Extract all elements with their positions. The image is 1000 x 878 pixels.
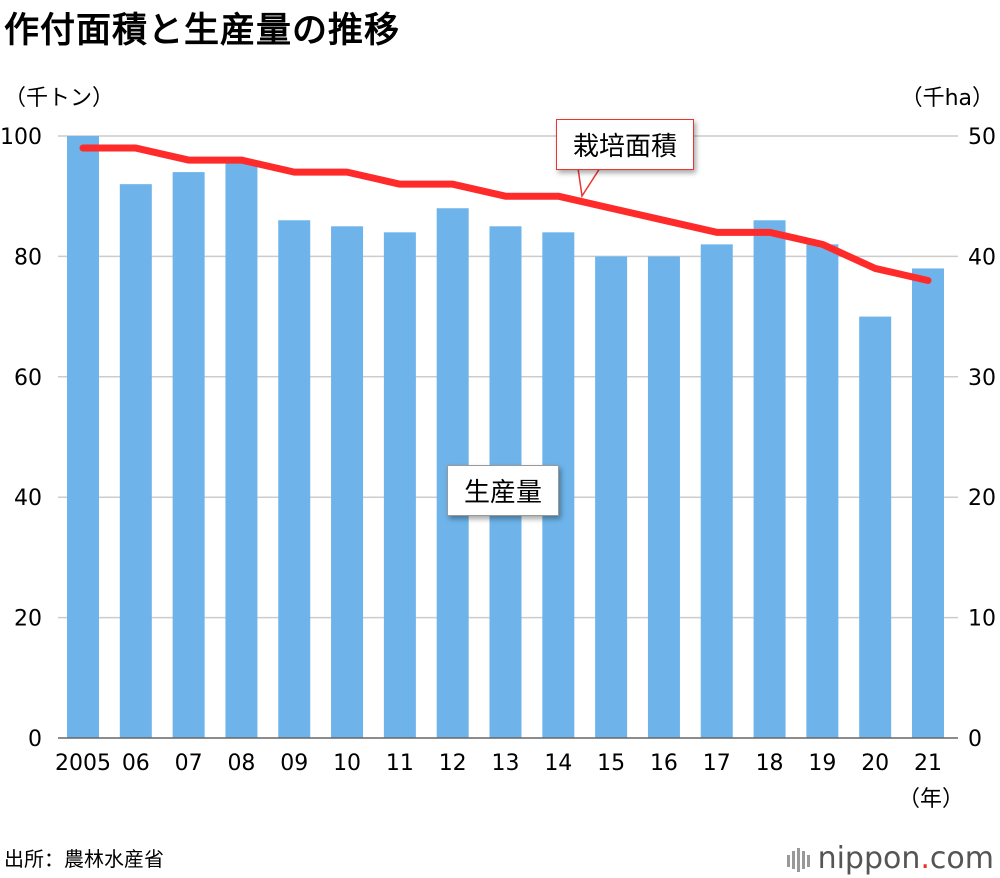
- x-tick-label: 12: [439, 751, 467, 776]
- left-tick-label: 40: [14, 486, 42, 511]
- right-tick-label: 0: [968, 727, 982, 752]
- production-bar: [647, 256, 680, 738]
- x-tick-label: 15: [597, 751, 625, 776]
- area-point: [821, 243, 824, 246]
- left-tick-label: 60: [14, 366, 42, 391]
- x-tick-label: 11: [386, 751, 414, 776]
- right-tick-label: 40: [968, 245, 996, 270]
- left-tick-label: 80: [14, 245, 42, 270]
- right-tick-label: 50: [968, 125, 996, 150]
- x-tick-label: 08: [227, 751, 255, 776]
- production-bar: [172, 172, 205, 738]
- left-tick-label: 0: [28, 727, 42, 752]
- production-bar: [700, 244, 733, 739]
- x-axis-unit: （年）: [898, 787, 965, 812]
- area-point: [557, 195, 560, 198]
- chart-title: 作付面積と生産量の推移: [4, 11, 401, 51]
- left-axis-unit: （千トン）: [4, 86, 115, 111]
- area-callout-pointer: [577, 167, 602, 199]
- area-point: [293, 171, 296, 174]
- brand-tld: com: [929, 841, 994, 876]
- x-tick-label: 21: [914, 751, 942, 776]
- x-tick-label: 2005: [55, 751, 111, 776]
- source-note: 出所：農林水産省: [4, 847, 164, 871]
- right-axis-unit: （千ha）: [900, 86, 994, 111]
- left-tick-label: 100: [0, 125, 42, 150]
- brand-dot: .: [920, 841, 930, 876]
- area-point: [346, 171, 349, 174]
- area-annotation: 栽培面積: [556, 119, 695, 170]
- area-point: [715, 231, 718, 234]
- x-tick-label: 17: [703, 751, 731, 776]
- x-tick-label: 09: [280, 751, 308, 776]
- brand-logo: nippon.com: [786, 841, 994, 876]
- x-tick-label: 07: [175, 751, 203, 776]
- x-tick-label: 14: [544, 751, 572, 776]
- right-tick-label: 20: [968, 486, 996, 511]
- area-point: [874, 267, 877, 270]
- production-bar: [859, 316, 892, 738]
- x-tick-label: 13: [492, 751, 520, 776]
- area-point: [82, 147, 84, 150]
- production-bar: [753, 220, 786, 738]
- left-tick-label: 20: [14, 607, 42, 632]
- production-bar: [67, 136, 99, 738]
- production-bar: [225, 160, 258, 738]
- x-tick-label: 19: [808, 751, 836, 776]
- area-point: [240, 159, 243, 162]
- x-tick-label: 06: [122, 751, 150, 776]
- area-point: [134, 147, 137, 150]
- area-point: [610, 207, 613, 210]
- area-point: [504, 195, 507, 198]
- production-bar: [595, 256, 628, 738]
- brand-name: nippon: [817, 841, 921, 876]
- production-bar: [383, 232, 416, 738]
- x-tick-label: 10: [333, 751, 361, 776]
- area-point: [398, 183, 401, 186]
- area-point: [927, 279, 929, 282]
- production-bar: [806, 244, 839, 739]
- area-point: [768, 231, 771, 234]
- production-bar: [278, 220, 311, 738]
- x-tick-label: 20: [861, 751, 889, 776]
- x-tick-label: 18: [756, 751, 784, 776]
- production-bar: [119, 184, 152, 738]
- area-point: [187, 159, 190, 162]
- right-tick-label: 10: [968, 607, 996, 632]
- production-bar: [912, 268, 944, 738]
- production-annotation: 生産量: [447, 465, 560, 516]
- brand-bars-icon: [786, 847, 810, 872]
- x-tick-label: 16: [650, 751, 678, 776]
- area-point: [662, 219, 665, 222]
- area-point: [451, 183, 454, 186]
- right-tick-label: 30: [968, 366, 996, 391]
- production-bar: [331, 226, 364, 739]
